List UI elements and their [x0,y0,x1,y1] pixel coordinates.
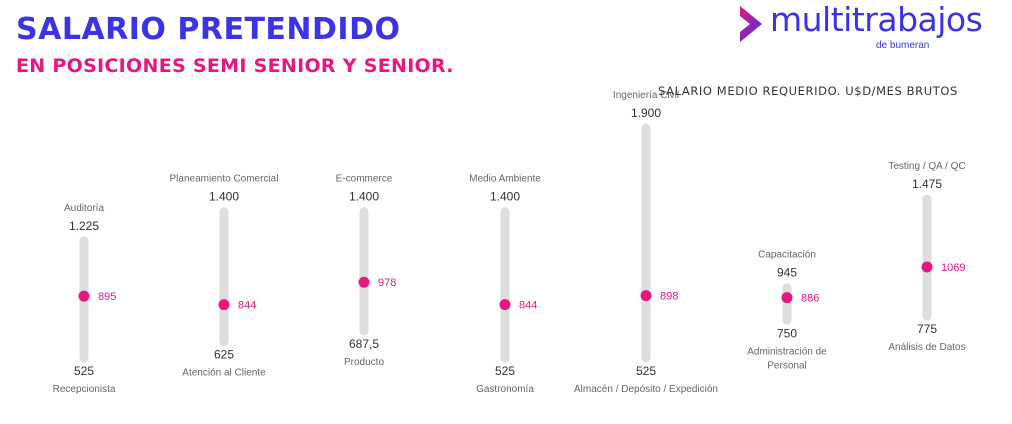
mean-point [640,290,652,302]
mean-point [358,276,370,288]
mean-point [921,261,933,273]
top-category-label: Capacitación [758,250,816,261]
logo-subtext: de bumeran [876,40,930,51]
logo-chevron-icon [740,6,762,42]
max-value-label: 1.225 [69,219,99,233]
top-category-label: Medio Ambiente [469,174,541,185]
bottom-category-label: Análisis de Datos [888,342,965,353]
mean-value-label: 1069 [941,262,965,274]
chart-title: SALARIO MEDIO REQUERIDO. U$D/MES BRUTOS [658,84,958,98]
mean-point [218,299,230,311]
bottom-category-label: Recepcionista [53,384,116,395]
max-value-label: 945 [777,266,797,280]
max-value-label: 1.400 [490,190,520,204]
max-value-label: 1.400 [349,190,379,204]
min-value-label: 525 [495,364,515,378]
min-value-label: 687,5 [349,337,379,351]
mean-value-label: 844 [238,300,256,312]
mean-value-label: 895 [98,291,116,303]
min-value-label: 525 [636,364,656,378]
min-value-label: 775 [917,322,937,336]
page-subtitle: EN POSICIONES SEMI SENIOR Y SENIOR. [16,55,454,77]
top-category-label: Planeamiento Comercial [170,174,279,185]
logo-wordmark: multitrabajos [770,0,983,39]
max-value-label: 1.475 [912,177,942,191]
mean-point [499,299,511,311]
bottom-category-label: Personal [767,360,806,371]
min-value-label: 525 [74,364,94,378]
max-value-label: 1.900 [631,106,661,120]
bottom-category-label: Atención al Cliente [182,367,266,378]
mean-value-label: 844 [519,300,537,312]
brand-logo: multitrabajos de bumeran [734,0,1004,51]
min-value-label: 625 [214,347,234,361]
mean-point [78,290,90,302]
max-value-label: 1.400 [209,190,239,204]
top-category-label: Ingeniería Civil [613,90,679,101]
bottom-category-label: Administración de [747,346,827,357]
mean-value-label: 898 [660,291,678,303]
top-category-label: E-commerce [336,174,393,185]
bottom-category-label: Gastronomía [476,384,534,395]
mean-value-label: 978 [378,277,396,289]
top-category-label: Auditoría [64,203,104,214]
bottom-category-label: Producto [344,357,384,368]
top-category-label: Testing / QA / QC [888,161,965,172]
bottom-category-label: Almacén / Depósito / Expedición [574,384,718,395]
mean-value-label: 886 [801,293,819,305]
mean-point [781,292,793,304]
min-value-label: 750 [777,326,797,340]
page-title: SALARIO PRETENDIDO [16,12,401,47]
